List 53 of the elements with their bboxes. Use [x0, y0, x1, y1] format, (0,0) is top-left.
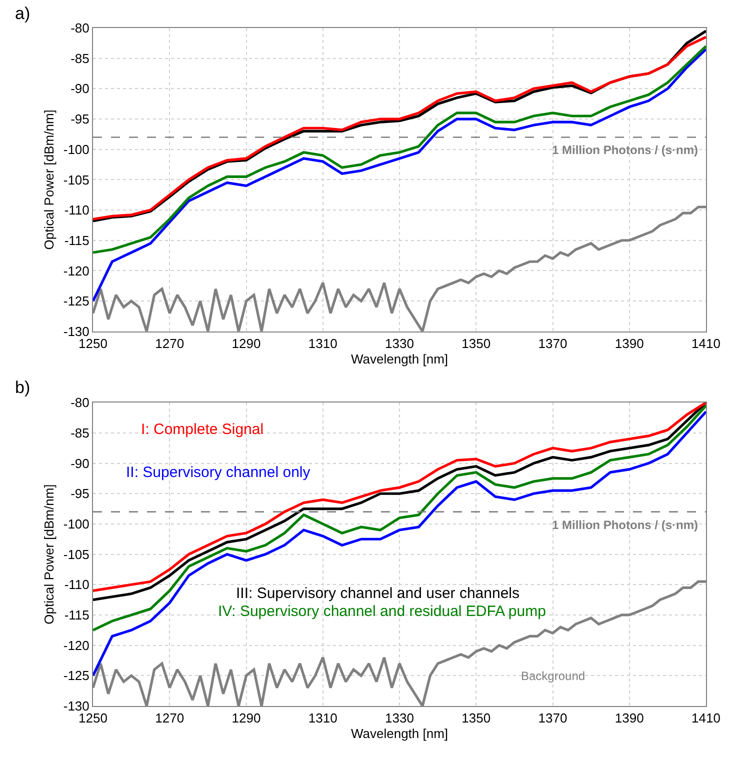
x-tick-label: 1270: [155, 710, 184, 726]
line-series: [93, 48, 706, 302]
y-tick-label: -85: [70, 50, 90, 66]
x-axis-title: Wavelength [nm]: [350, 352, 448, 367]
line-series: [93, 44, 706, 254]
y-tick-label: -80: [70, 20, 90, 36]
x-tick-label: 1290: [232, 710, 261, 726]
ref-line-label: 1 Million Photons / (s·nm): [552, 143, 698, 157]
x-tick-label: 1330: [385, 710, 414, 726]
y-axis-title: Optical Power [dBm/nm]: [41, 110, 56, 250]
y-tick-label: -105: [63, 546, 90, 562]
y-tick-label: -80: [70, 395, 90, 410]
x-tick-label: 1270: [155, 336, 184, 352]
y-tick-label: -90: [70, 456, 90, 471]
x-tick-label: 1310: [308, 336, 338, 352]
y-tick-label: -120: [63, 638, 90, 653]
y-tick-label: -125: [63, 294, 90, 309]
text: Background: [521, 669, 586, 683]
y-tick-label: -100: [63, 142, 90, 157]
text: I: Complete Signal: [141, 421, 264, 438]
y-tick-label: -130: [63, 324, 90, 339]
x-tick-label: 1370: [538, 710, 568, 726]
x-tick-label: 1350: [462, 710, 491, 726]
y-tick-label: -115: [64, 232, 90, 248]
chart-title: b): [15, 378, 30, 397]
x-tick-label: 1390: [614, 710, 644, 726]
y-tick-label: -100: [63, 516, 90, 532]
x-tick-label: 1410: [692, 710, 720, 726]
y-axis-title: Optical Power [dBm/nm]: [41, 484, 56, 624]
x-tick-label: 1370: [538, 336, 568, 352]
y-tick-label: -105: [63, 172, 90, 188]
x-tick-label: 1390: [614, 336, 644, 352]
y-tick-label: -85: [70, 425, 90, 440]
y-tick-label: -115: [64, 608, 90, 623]
y-tick-label: -120: [63, 263, 90, 278]
y-tick-label: -110: [64, 202, 90, 218]
chart-title: a): [15, 4, 30, 23]
x-tick-label: 1410: [692, 336, 720, 352]
y-tick-label: -125: [63, 668, 90, 684]
y-tick-label: -95: [70, 112, 90, 127]
x-tick-label: 1250: [78, 336, 108, 352]
x-tick-label: 1330: [385, 336, 414, 352]
text: IV: Supervisory channel and residual EDFA pump: [218, 603, 546, 620]
x-tick-label: 1310: [308, 710, 338, 726]
x-tick-label: 1290: [232, 336, 261, 352]
x-tick-label: 1350: [462, 336, 491, 352]
text: III: Supervisory channel and user channels: [236, 585, 520, 602]
ref-line-label: 1 Million Photons / (s·nm): [552, 518, 698, 532]
text: II: Supervisory channel only: [126, 464, 311, 481]
y-tick-label: -90: [70, 81, 90, 96]
x-axis-title: Wavelength [nm]: [350, 726, 448, 742]
y-tick-label: -95: [70, 486, 90, 502]
y-tick-label: -110: [64, 577, 90, 592]
